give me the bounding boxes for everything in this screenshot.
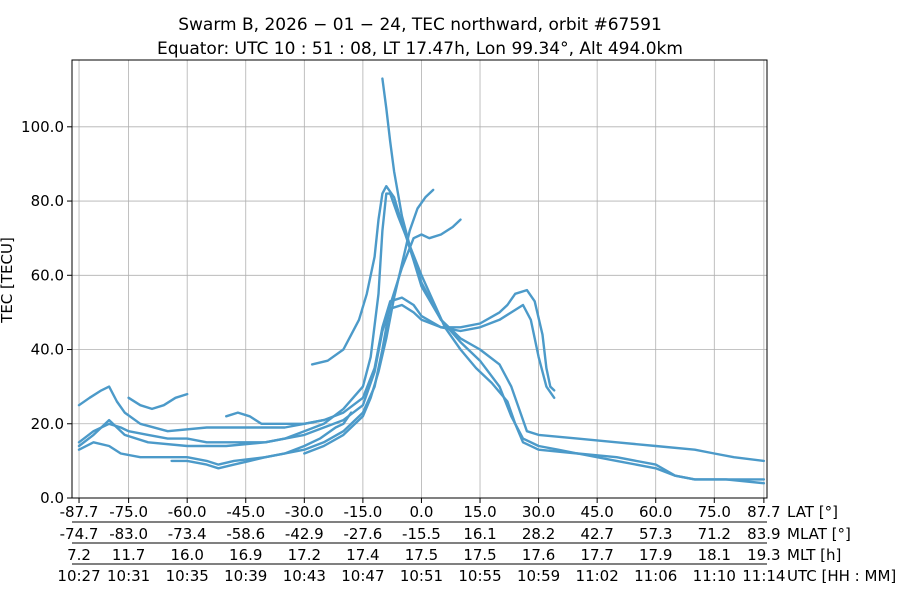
axis-row-value: -15.5	[402, 525, 441, 543]
axis-row-value: 17.9	[639, 546, 672, 564]
data-series	[77, 77, 766, 485]
axis-row-value: 10:31	[107, 567, 150, 585]
axis-row-label: UTC [HH : MM]	[787, 567, 896, 585]
axis-row-label: LAT [°]	[787, 503, 838, 521]
y-tick-label: 100.0	[21, 118, 64, 136]
axis-row-value: 16.1	[463, 525, 496, 543]
axis-row-value: 16.0	[170, 546, 203, 564]
y-tick-label: 0.0	[40, 489, 64, 507]
axis-row-value: 17.2	[288, 546, 321, 564]
plot-frame	[71, 59, 768, 499]
x-axis-rows: -87.7 -75.0 -60.0 -45.0 -30.0 -15.0 0.0 15.0 30.…	[57, 498, 896, 585]
axis-row-value: 11:06	[634, 567, 677, 585]
axis-row-label: MLAT [°]	[787, 525, 851, 543]
axis-row-value: -42.9	[285, 525, 324, 543]
axis-row-value: 10:39	[224, 567, 267, 585]
axis-row-label: MLT [h]	[787, 546, 841, 564]
axis-row-value: 57.3	[639, 525, 672, 543]
axis-row-value: -60.0	[168, 503, 207, 521]
axis-row-value: -87.7	[60, 503, 99, 521]
series-arc-2	[77, 296, 556, 433]
series-arc-6	[170, 411, 353, 470]
axis-row-value: 10:27	[57, 567, 100, 585]
axis-row-value: 17.5	[405, 546, 438, 564]
series-arc-10	[381, 77, 766, 463]
y-tick-label: 60.0	[31, 266, 64, 284]
axis-row-value: 10:47	[341, 567, 384, 585]
axis-row-value: -58.6	[226, 525, 265, 543]
axis-row-value: 11:02	[576, 567, 619, 585]
series-arc-1	[77, 288, 556, 448]
y-axis-label: TEC [TECU]	[0, 237, 16, 324]
axis-row-value: -30.0	[285, 503, 324, 521]
series-arc-8	[127, 392, 189, 411]
axis-row-value: 75.0	[698, 503, 731, 521]
axis-row-value: 18.1	[698, 546, 731, 564]
axis-row-value: 11.7	[112, 546, 145, 564]
axis-row-value: -27.6	[343, 525, 382, 543]
axis-row-value: 10:35	[166, 567, 209, 585]
axis-row-value: -15.0	[343, 503, 382, 521]
axis-row-value: 16.9	[229, 546, 262, 564]
axis-row-value: 71.2	[698, 525, 731, 543]
series-arc-5	[303, 188, 435, 455]
axis-row-value: 11:10	[693, 567, 736, 585]
series-arc-4	[77, 192, 766, 481]
axis-row-value: 7.2	[67, 546, 91, 564]
axis-row-value: 83.9	[747, 525, 780, 543]
axis-row-value: 42.7	[580, 525, 613, 543]
axis-row-value: 30.0	[522, 503, 555, 521]
axis-row-value: 10:55	[458, 567, 501, 585]
axis-row-value: 60.0	[639, 503, 672, 521]
axis-row-value: 10:59	[517, 567, 560, 585]
series-arc-3	[77, 218, 462, 466]
axis-row-value: 11:14	[742, 567, 785, 585]
axis-row-value: 17.5	[463, 546, 496, 564]
axis-row-value: 10:51	[400, 567, 443, 585]
axis-row-value: 17.7	[580, 546, 613, 564]
axis-row-value: -45.0	[226, 503, 265, 521]
axis-row-value: 10:43	[283, 567, 326, 585]
axis-row-value: 19.3	[747, 546, 780, 564]
axis-row-value: 28.2	[522, 525, 555, 543]
series-arc-7	[225, 411, 325, 425]
y-tick-label: 80.0	[31, 192, 64, 210]
axis-row-value: 17.6	[522, 546, 555, 564]
y-tick-label: 40.0	[31, 341, 64, 359]
axis-row-value: 45.0	[580, 503, 613, 521]
y-ticks: 0.0 20.0 40.0 60.0 80.0 100.0	[21, 118, 72, 507]
axis-row-value: -74.7	[60, 525, 99, 543]
axis-row-value: 87.7	[747, 503, 780, 521]
axis-row-value: 15.0	[463, 503, 496, 521]
y-tick-label: 20.0	[31, 415, 64, 433]
chart-title-line1: Swarm B, 2026 − 01 − 24, TEC northward, …	[178, 15, 662, 35]
axis-row-value: -73.4	[168, 525, 207, 543]
axis-row-value: -83.0	[109, 525, 148, 543]
axis-row-value: -75.0	[109, 503, 148, 521]
axis-row-value: 17.4	[346, 546, 379, 564]
axis-row-value: 0.0	[410, 503, 434, 521]
chart-title-line2: Equator: UTC 10 : 51 : 08, LT 17.47h, Lo…	[157, 39, 683, 59]
